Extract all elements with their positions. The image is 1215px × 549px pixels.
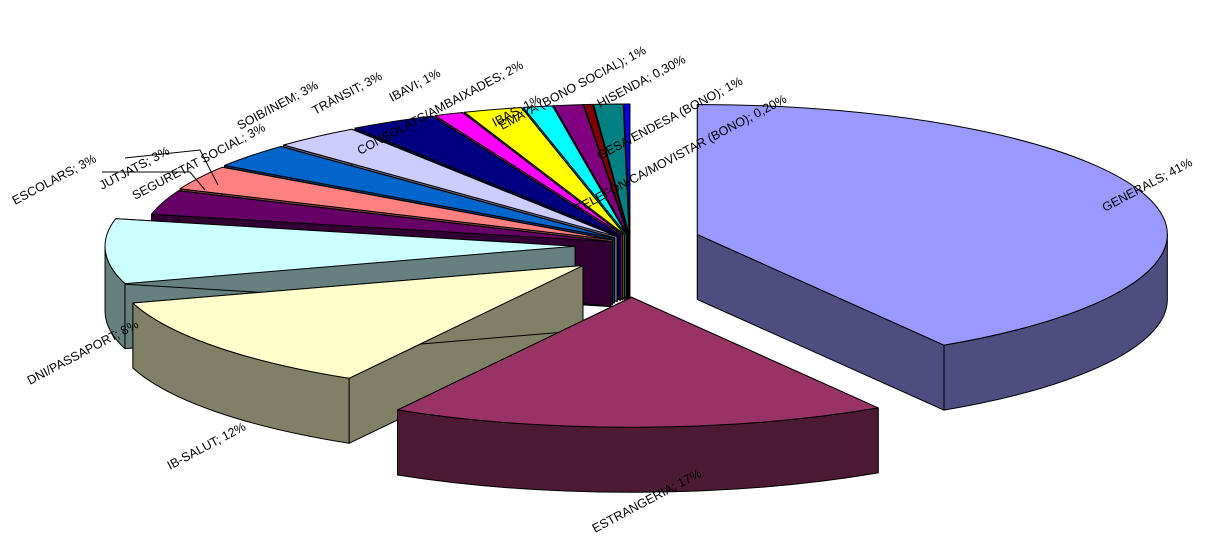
pie-slice-ib-salut xyxy=(132,265,584,379)
slice-label: TRÀNSIT; 3% xyxy=(309,68,384,117)
slice-label: ESCOLARS; 3% xyxy=(10,152,99,208)
pie-slice-jutjats xyxy=(179,166,613,241)
pie-slice-gesa-endesa-bono xyxy=(593,103,630,235)
pie-slice-dni-passaport xyxy=(104,218,576,285)
pie-slice-ibas xyxy=(522,105,627,235)
pie-slice-emaya-bono-social xyxy=(553,104,628,235)
pie-slice-telef-nica-movistar-bono xyxy=(623,103,631,235)
pie-slice-hisenda xyxy=(583,103,629,235)
pie-slice-soib-inem xyxy=(283,128,618,238)
slice-label: IBAVI; 1% xyxy=(387,66,443,105)
pie-slice-tr-nsit xyxy=(354,115,621,236)
pie-slice-seguretat-social xyxy=(224,145,616,239)
pie-slice-consolats-ambaixades xyxy=(463,107,625,235)
label-leader-line xyxy=(124,149,219,186)
slice-label: SOIB/INEM; 3% xyxy=(235,78,321,132)
label-leader-line xyxy=(102,171,206,191)
slice-label: IB-SALUT; 12% xyxy=(165,420,248,473)
pie-slice-estrangeria xyxy=(397,296,879,428)
pie-slice-escolars xyxy=(151,190,612,243)
pie-slice-ibavi xyxy=(434,112,624,236)
slice-label: DNI/PASSAPORT; 8% xyxy=(25,317,141,388)
pie-slice-generals xyxy=(696,103,1168,346)
